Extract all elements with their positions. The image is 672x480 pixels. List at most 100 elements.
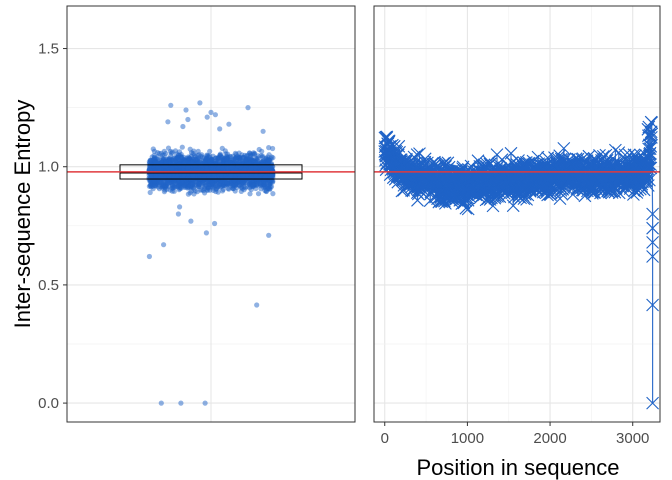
x-axis-ticks: 0 1000 2000 3000 xyxy=(381,422,649,447)
data-point xyxy=(255,191,262,197)
data-point xyxy=(218,172,224,178)
x-marker xyxy=(643,128,657,142)
data-point xyxy=(183,180,190,186)
data-point xyxy=(188,150,195,156)
data-point xyxy=(147,189,153,196)
outlier-point xyxy=(180,123,186,130)
panel-right-background xyxy=(374,6,660,422)
data-point xyxy=(175,155,181,161)
data-point xyxy=(161,148,167,154)
data-point xyxy=(205,187,211,193)
x-marker xyxy=(461,202,475,216)
outlier-point xyxy=(185,116,191,123)
data-point xyxy=(201,174,207,180)
outlier-point xyxy=(175,211,181,217)
data-point xyxy=(270,145,276,152)
data-point xyxy=(155,150,161,156)
x-marker xyxy=(520,193,533,206)
data-point xyxy=(181,154,187,160)
outlier-point xyxy=(212,220,218,227)
x-marker xyxy=(459,201,473,215)
panel-entropy-by-position: 0 1000 2000 3000 xyxy=(373,5,661,447)
data-point xyxy=(200,180,206,186)
data-point xyxy=(252,164,258,171)
x-marker xyxy=(599,148,613,162)
panel-right-border xyxy=(373,5,661,423)
data-point xyxy=(225,185,231,191)
outlier-point xyxy=(168,102,174,108)
data-point xyxy=(219,165,225,171)
y-tick-label: 0.0 xyxy=(38,395,59,412)
panel-entropy-distribution: 0.0 0.5 1.0 1.5 xyxy=(38,5,356,423)
outlier-point xyxy=(165,119,171,125)
data-point xyxy=(169,149,175,155)
data-point xyxy=(261,178,267,184)
data-point xyxy=(186,155,192,161)
data-point xyxy=(164,179,170,185)
data-point xyxy=(151,157,157,163)
data-point xyxy=(240,172,246,178)
data-point xyxy=(170,183,176,189)
x-marker xyxy=(642,157,656,171)
outlier-point xyxy=(208,109,214,115)
outlier-point xyxy=(266,232,272,238)
x-marker xyxy=(646,396,659,410)
data-point xyxy=(167,187,173,193)
x-marker xyxy=(641,162,655,176)
data-point xyxy=(239,152,245,158)
outlier-point xyxy=(202,400,208,406)
data-point xyxy=(270,191,276,197)
data-point xyxy=(266,145,272,151)
data-point xyxy=(259,154,265,160)
x-marker xyxy=(411,193,424,207)
outlier-point xyxy=(260,128,266,134)
outlier-point xyxy=(254,302,260,308)
x-tick-label: 1000 xyxy=(451,430,484,447)
outlier-point xyxy=(188,218,194,224)
x-marker xyxy=(646,207,659,221)
x-marker xyxy=(437,156,450,170)
data-point xyxy=(256,173,262,180)
data-point xyxy=(179,179,185,185)
data-point xyxy=(185,191,191,197)
data-point xyxy=(161,152,167,158)
data-point xyxy=(198,153,204,159)
data-point xyxy=(243,157,249,163)
data-point xyxy=(229,182,235,188)
data-point xyxy=(255,155,261,161)
data-point xyxy=(209,180,215,186)
x-marker xyxy=(645,131,658,144)
data-point xyxy=(158,157,164,163)
outlier-point xyxy=(245,105,251,111)
data-point xyxy=(256,146,262,153)
data-point xyxy=(206,175,212,181)
data-point xyxy=(248,165,254,171)
y-axis-ticks: 0.0 0.5 1.0 1.5 xyxy=(38,41,67,412)
data-point xyxy=(148,161,154,167)
x-tick-label: 0 xyxy=(381,430,389,447)
data-point xyxy=(192,188,198,194)
data-point xyxy=(206,154,212,160)
x-marker xyxy=(646,298,659,312)
data-point xyxy=(195,148,201,154)
x-marker xyxy=(643,142,657,156)
data-point xyxy=(233,154,239,160)
data-point xyxy=(189,159,195,165)
data-point xyxy=(246,181,252,187)
data-point xyxy=(258,186,264,192)
data-point xyxy=(266,157,272,164)
data-point xyxy=(259,161,265,167)
x-marker xyxy=(641,179,655,192)
data-point xyxy=(207,148,213,154)
data-point xyxy=(228,164,234,170)
data-point xyxy=(236,158,242,165)
outlier-point xyxy=(177,204,183,210)
outlier-point xyxy=(161,242,167,248)
data-point xyxy=(247,191,253,197)
data-point xyxy=(219,154,225,161)
data-point xyxy=(228,172,234,178)
left-gridlines xyxy=(67,6,355,422)
x-marker xyxy=(645,116,659,129)
x-marker xyxy=(644,158,657,171)
data-point xyxy=(206,183,212,189)
